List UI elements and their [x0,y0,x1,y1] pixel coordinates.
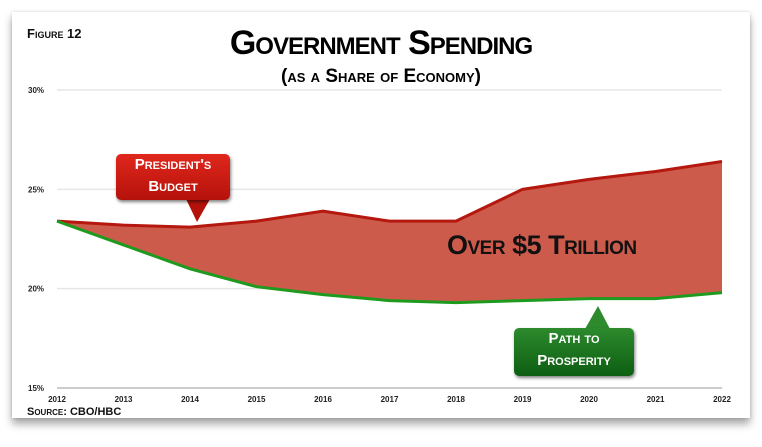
callout-text: Budget [148,178,198,195]
callout-text: President's [134,156,212,173]
x-tick-label: 2018 [447,395,465,404]
callout-text: Path to [548,330,600,347]
x-tick-label: 2021 [647,395,665,404]
x-tick-label: 2022 [713,395,731,404]
x-tick-label: 2013 [115,395,133,404]
callout-text: Prosperity [537,352,611,369]
x-tick-label: 2019 [514,395,532,404]
chart-title: Government Spending [229,24,533,62]
x-tick-label: 2016 [314,395,332,404]
gap-annotation: Over $5 Trillion [447,230,637,260]
x-tick-label: 2014 [181,395,199,404]
president-budget-callout: President's Budget [116,154,230,200]
figure-label: Figure 12 [27,26,82,41]
y-tick-label: 20% [28,285,44,294]
x-tick-label: 2015 [248,395,266,404]
y-tick-label: 30% [28,86,44,95]
series-line-presidents-budget [56,160,723,229]
gap-area [57,161,722,303]
y-tick-label: 15% [28,384,44,393]
chart-subtitle: (as a Share of Economy) [281,66,481,87]
x-tick-label: 2020 [580,395,598,404]
path-to-prosperity-callout: Path to Prosperity [514,328,634,376]
y-tick-label: 25% [28,185,44,194]
x-tick-label: 2012 [48,395,66,404]
president-callout-pointer [186,199,210,222]
source-note: Source: CBO/HBC [27,406,122,418]
series-line-path-to-prosperity [56,219,723,305]
x-tick-label: 2017 [381,395,399,404]
path-callout-pointer [585,306,610,329]
